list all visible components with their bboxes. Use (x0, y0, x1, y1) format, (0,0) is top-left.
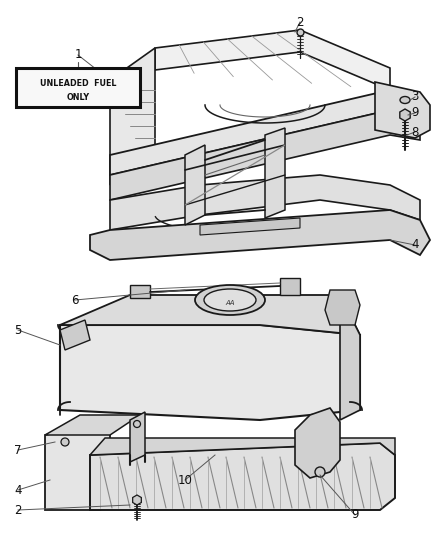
Text: UNLEADED  FUEL: UNLEADED FUEL (40, 79, 116, 88)
Ellipse shape (204, 289, 255, 311)
Text: 2: 2 (14, 504, 22, 516)
Text: 10: 10 (177, 473, 192, 487)
Text: 8: 8 (410, 125, 418, 139)
Circle shape (314, 467, 324, 477)
Polygon shape (90, 443, 394, 510)
Polygon shape (90, 210, 429, 260)
Text: 4: 4 (410, 238, 418, 252)
Polygon shape (60, 320, 90, 350)
Polygon shape (110, 90, 419, 175)
Text: 9: 9 (350, 508, 358, 521)
Text: 3: 3 (410, 91, 418, 103)
Polygon shape (339, 295, 359, 420)
Polygon shape (45, 415, 140, 435)
Polygon shape (324, 290, 359, 325)
Text: AA: AA (225, 300, 234, 306)
Text: 2: 2 (296, 15, 303, 28)
Text: 5: 5 (14, 324, 21, 336)
Polygon shape (155, 30, 389, 90)
Polygon shape (200, 218, 299, 235)
Polygon shape (184, 145, 205, 225)
Polygon shape (279, 278, 299, 295)
Ellipse shape (194, 285, 265, 315)
Text: 1: 1 (74, 49, 81, 61)
FancyBboxPatch shape (16, 68, 140, 107)
Text: 7: 7 (14, 443, 22, 456)
Text: 9: 9 (410, 107, 418, 119)
Polygon shape (130, 412, 145, 462)
Text: 4: 4 (14, 483, 22, 497)
Ellipse shape (399, 96, 409, 103)
Text: ONLY: ONLY (66, 93, 89, 101)
Polygon shape (130, 285, 150, 298)
Polygon shape (294, 408, 339, 478)
Polygon shape (110, 48, 155, 185)
Polygon shape (374, 82, 429, 138)
Circle shape (133, 421, 140, 427)
Polygon shape (90, 438, 394, 455)
Polygon shape (45, 425, 110, 510)
Polygon shape (110, 110, 419, 200)
Polygon shape (265, 128, 284, 218)
Circle shape (61, 438, 69, 446)
Polygon shape (110, 175, 419, 230)
Text: 6: 6 (71, 294, 78, 306)
Polygon shape (60, 325, 359, 420)
Polygon shape (60, 295, 359, 335)
